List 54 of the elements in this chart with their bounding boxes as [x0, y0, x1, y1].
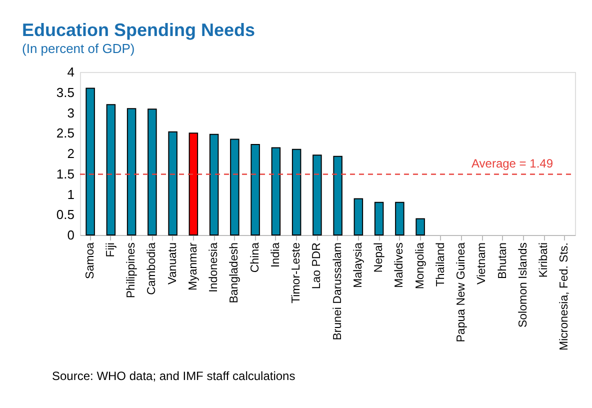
x-tick-label: Thailand	[434, 242, 447, 287]
ref-line-label: Average = 1.49	[471, 156, 554, 170]
x-tick-label: Indonesia	[208, 242, 220, 292]
x-tick-label: Vanuatu	[166, 242, 179, 284]
bar	[374, 202, 384, 236]
y-tick-label: 4	[67, 64, 74, 80]
x-tick-label: Fiji	[104, 242, 117, 258]
x-tick-label: Vietnam	[476, 242, 488, 284]
y-tick-label: 1.5	[56, 166, 74, 182]
bar	[354, 198, 364, 236]
bar	[86, 88, 95, 236]
x-tick-label: Papua New Guinea	[456, 242, 468, 342]
x-tick-label: Bhutan	[496, 242, 509, 279]
chart-title: Education Spending Needs	[22, 20, 256, 40]
bar	[292, 148, 302, 236]
bar	[209, 134, 219, 236]
y-tick-label: 3.5	[56, 84, 74, 100]
x-tick-label: Kiribati	[538, 242, 550, 278]
x-tick-label: Nepal	[373, 242, 386, 273]
x-tick-label: Philippines	[126, 242, 138, 298]
bar	[333, 156, 342, 236]
bar	[416, 218, 425, 236]
bar	[126, 108, 136, 236]
source-note: Source: WHO data; and IMF staff calculations	[52, 369, 296, 383]
y-tick-label: 2	[67, 146, 74, 161]
x-tick-label: India	[270, 242, 282, 268]
bar	[168, 131, 178, 236]
x-tick-label: Malaysia	[352, 242, 364, 288]
y-tick-label: 0.5	[56, 207, 74, 222]
bar	[188, 132, 198, 236]
bar	[271, 147, 281, 236]
x-tick-label: Maldives	[394, 242, 406, 288]
x-tick-label: Myanmar	[187, 242, 200, 290]
y-tick-label: 3	[67, 105, 74, 120]
bar	[250, 144, 260, 236]
x-tick-label: Brunei Darussalam	[332, 242, 344, 340]
bar	[148, 108, 157, 236]
x-tick-label: Cambodia	[146, 242, 158, 295]
bar	[395, 202, 404, 236]
bar	[106, 104, 116, 236]
y-tick-label: 1	[67, 186, 74, 202]
chart-subtitle: (In percent of GDP)	[22, 41, 135, 56]
x-tick-label: Micronesia, Fed. Sts.	[558, 242, 571, 351]
x-tick-label: Mongolia	[414, 242, 426, 290]
x-tick-label: Bangladesh	[228, 242, 241, 304]
x-tick-label: China	[249, 242, 262, 273]
x-tick-label: Lao PDR	[311, 242, 324, 290]
x-tick-label: Samoa	[84, 242, 96, 279]
bar	[230, 138, 240, 236]
x-tick-label: Solomon Islands	[517, 242, 530, 328]
x-tick-label: Timor-Leste	[290, 242, 303, 304]
y-tick-label: 2.5	[56, 126, 74, 141]
bar	[312, 154, 322, 236]
y-tick-label: 0	[67, 228, 74, 242]
